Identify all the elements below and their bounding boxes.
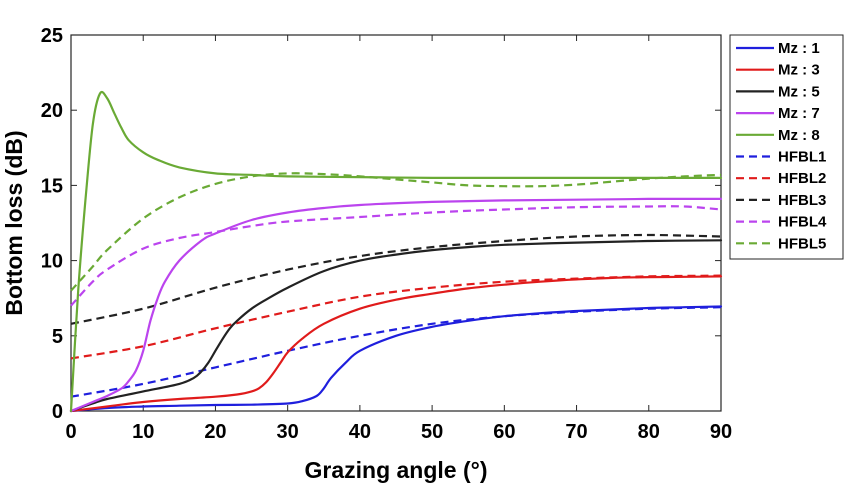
x-tick-label: 30 <box>277 421 299 443</box>
y-axis-label: Bottom loss (dB) <box>1 130 27 315</box>
y-tick-label: 10 <box>41 251 63 273</box>
legend-label: HFBL5 <box>778 235 826 252</box>
axes <box>70 34 722 412</box>
series-line-hfbl4 <box>70 205 722 307</box>
x-tick-label: 60 <box>493 421 515 443</box>
x-tick-label: 70 <box>565 421 587 443</box>
x-tick-label: 50 <box>421 421 443 443</box>
tick-labels: 0 10 20 30 40 50 60 70 80 90 0 5 10 15 20 25 <box>41 25 732 443</box>
legend-label: Mz : 1 <box>778 40 820 57</box>
series-layer <box>69 90 723 413</box>
legend-label: HFBL1 <box>778 149 826 166</box>
series-line-mz-1 <box>69 305 723 413</box>
legend-label: Mz : 3 <box>778 62 820 79</box>
legend-label: Mz : 7 <box>778 105 820 122</box>
legend-label: Mz : 5 <box>778 83 820 100</box>
legend-label: HFBL3 <box>778 192 826 209</box>
x-tick-label: 10 <box>132 421 154 443</box>
plot-frame <box>70 34 722 412</box>
legend-label: Mz : 8 <box>778 127 820 144</box>
series-line-mz-8 <box>69 90 723 413</box>
x-tick-label: 40 <box>349 421 371 443</box>
legend-label: HFBL2 <box>778 170 826 187</box>
x-tick-label: 90 <box>710 421 732 443</box>
x-tick-label: 80 <box>638 421 660 443</box>
series-line-hfbl1 <box>70 306 722 398</box>
series-line-mz-3 <box>69 275 723 413</box>
series-line-hfbl2 <box>70 274 722 360</box>
x-tick-label: 20 <box>204 421 226 443</box>
legend: Mz : 1 Mz : 3 Mz : 5 Mz : 7 Mz : 8 HFBL1 HFBL2… <box>729 34 844 260</box>
legend-label: HFBL4 <box>778 214 827 231</box>
legend-box <box>729 34 844 260</box>
x-tick-label: 0 <box>65 421 76 443</box>
series-line-hfbl3 <box>70 233 722 325</box>
y-tick-label: 15 <box>41 175 63 197</box>
y-tick-label: 20 <box>41 100 63 122</box>
x-axis-label: Grazing angle (°) <box>305 457 488 483</box>
series-line-mz-5 <box>69 239 723 413</box>
y-tick-label: 5 <box>52 326 63 348</box>
series-line-hfbl5 <box>70 172 722 292</box>
y-tick-label: 0 <box>52 401 63 423</box>
y-tick-label: 25 <box>41 25 63 47</box>
series-line-mz-7 <box>69 197 723 413</box>
